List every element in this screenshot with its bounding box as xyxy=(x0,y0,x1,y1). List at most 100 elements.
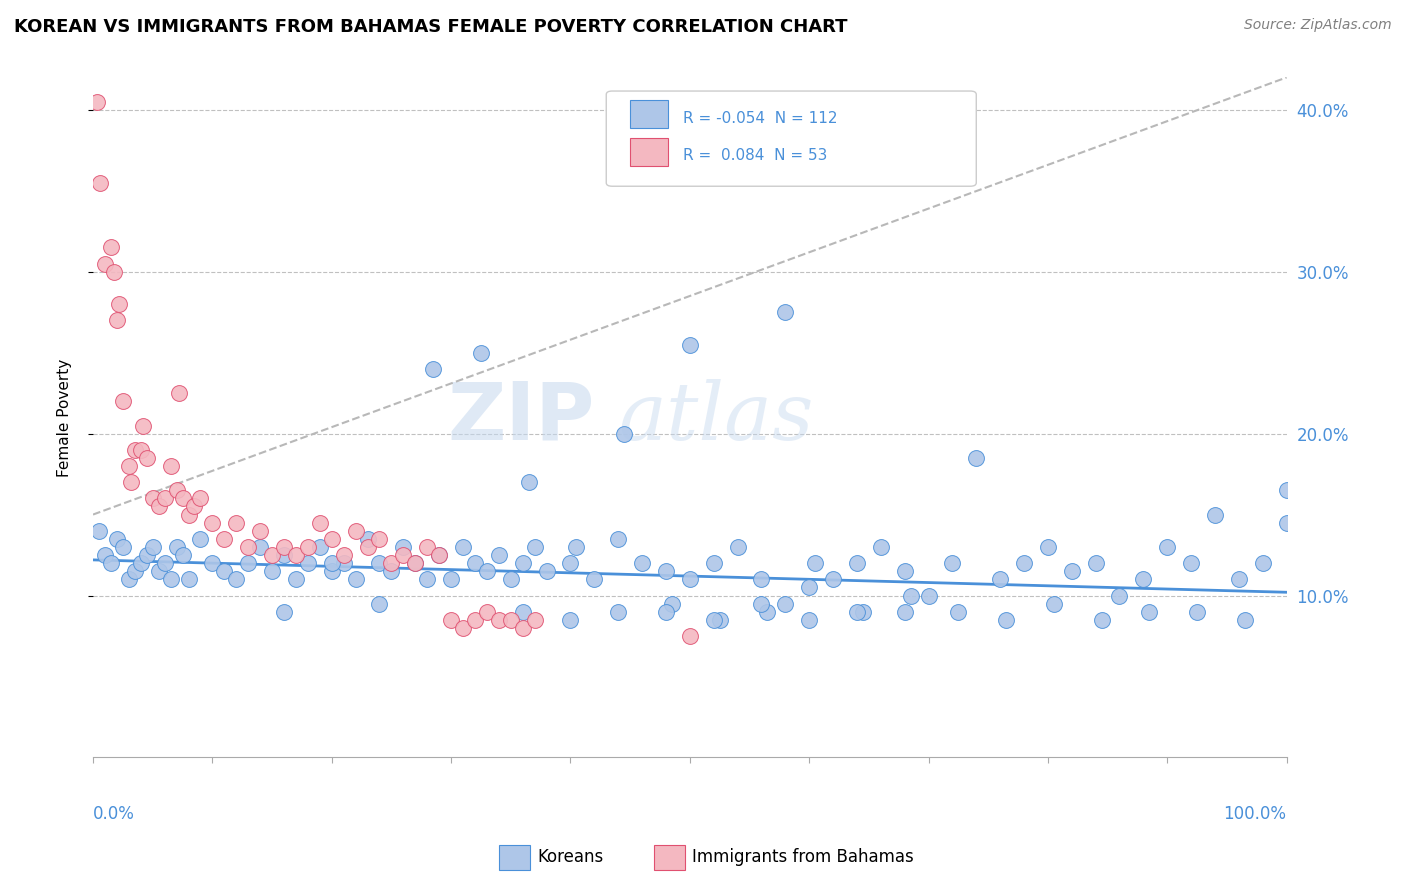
Point xyxy=(321,556,343,570)
Point xyxy=(1251,556,1274,570)
Point xyxy=(1233,613,1256,627)
Point xyxy=(775,597,797,611)
Text: Immigrants from Bahamas: Immigrants from Bahamas xyxy=(692,848,914,866)
Point xyxy=(1132,572,1154,586)
Point xyxy=(1275,516,1298,530)
Text: 100.0%: 100.0% xyxy=(1223,805,1286,823)
Point xyxy=(451,621,474,635)
Point xyxy=(368,532,391,546)
Point xyxy=(183,500,205,514)
Text: ZIP: ZIP xyxy=(447,378,595,457)
Point xyxy=(679,572,702,586)
Point xyxy=(190,491,212,506)
Point xyxy=(177,508,200,522)
Point xyxy=(94,548,117,562)
Point xyxy=(321,532,343,546)
Point xyxy=(249,524,271,538)
Point xyxy=(356,532,378,546)
Point xyxy=(100,240,122,254)
Point xyxy=(427,548,450,562)
Point xyxy=(560,613,582,627)
Point xyxy=(105,313,128,327)
Point xyxy=(392,540,415,554)
Point xyxy=(214,564,236,578)
Point xyxy=(284,548,307,562)
Point xyxy=(153,556,176,570)
Point xyxy=(284,572,307,586)
FancyBboxPatch shape xyxy=(606,91,976,186)
Text: R = -0.054  N = 112: R = -0.054 N = 112 xyxy=(683,112,837,127)
Point xyxy=(404,556,426,570)
Point xyxy=(464,613,486,627)
Point xyxy=(679,629,702,643)
Point xyxy=(517,475,540,490)
Point xyxy=(190,532,212,546)
Point xyxy=(941,556,963,570)
Point xyxy=(799,613,821,627)
Point xyxy=(845,605,868,619)
Point xyxy=(1084,556,1107,570)
Point xyxy=(536,564,558,578)
Point xyxy=(153,491,176,506)
Point xyxy=(821,572,844,586)
Point xyxy=(273,540,295,554)
Point xyxy=(332,556,354,570)
Point xyxy=(488,613,510,627)
Point xyxy=(917,589,939,603)
Point xyxy=(166,540,188,554)
Point xyxy=(852,605,875,619)
Point xyxy=(631,556,654,570)
Point xyxy=(679,337,702,351)
Point xyxy=(297,540,319,554)
Point xyxy=(86,95,108,109)
Point xyxy=(321,564,343,578)
Point xyxy=(470,345,492,359)
Point xyxy=(111,394,134,409)
Point xyxy=(565,540,588,554)
Text: R =  0.084  N = 53: R = 0.084 N = 53 xyxy=(683,148,827,163)
Point xyxy=(613,426,636,441)
Y-axis label: Female Poverty: Female Poverty xyxy=(58,359,72,476)
Text: atlas: atlas xyxy=(619,379,814,456)
Point xyxy=(775,305,797,319)
Point xyxy=(201,516,224,530)
Text: 0.0%: 0.0% xyxy=(93,805,135,823)
Point xyxy=(159,458,181,473)
Point xyxy=(94,257,117,271)
Point xyxy=(380,556,402,570)
Point xyxy=(499,613,522,627)
Point xyxy=(845,556,868,570)
Point xyxy=(995,613,1018,627)
Point xyxy=(1204,508,1226,522)
Point xyxy=(475,564,498,578)
Point xyxy=(607,532,630,546)
Point xyxy=(380,564,402,578)
Point xyxy=(238,540,260,554)
Point xyxy=(1090,613,1112,627)
Text: Source: ZipAtlas.com: Source: ZipAtlas.com xyxy=(1244,18,1392,32)
Point xyxy=(512,605,534,619)
Point xyxy=(238,556,260,570)
Point xyxy=(1227,572,1250,586)
Point xyxy=(756,605,779,619)
Point xyxy=(297,556,319,570)
Point xyxy=(124,442,146,457)
Point xyxy=(103,265,125,279)
Point xyxy=(167,386,190,401)
Point xyxy=(166,483,188,498)
Point xyxy=(751,597,773,611)
Point xyxy=(440,613,463,627)
Point xyxy=(344,524,367,538)
Point xyxy=(1180,556,1202,570)
Point xyxy=(869,540,891,554)
Point xyxy=(451,540,474,554)
Point xyxy=(416,540,439,554)
Point xyxy=(948,605,970,619)
Point xyxy=(172,548,194,562)
Point xyxy=(129,556,152,570)
Point xyxy=(893,564,915,578)
Point xyxy=(87,524,110,538)
Point xyxy=(1108,589,1130,603)
Point xyxy=(607,605,630,619)
Point xyxy=(120,475,142,490)
